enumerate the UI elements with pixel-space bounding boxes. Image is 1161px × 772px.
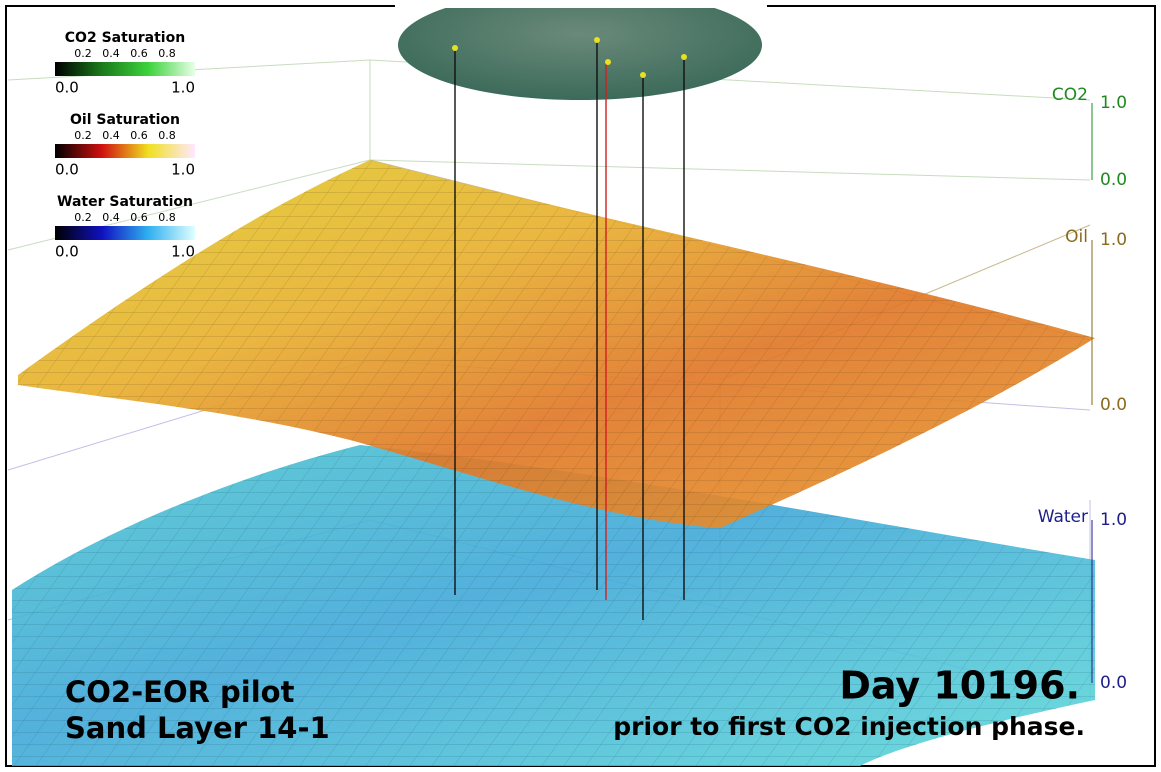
- visualization: CO2 Saturation0.20.40.60.80.01.0Oil Satu…: [0, 0, 1161, 772]
- colorbar-title: CO2 Saturation: [65, 30, 185, 46]
- colorbar-min: 0.0: [55, 243, 79, 261]
- colorbar-min: 0.0: [55, 79, 79, 97]
- caption-line1: CO2-EOR pilot: [65, 675, 295, 709]
- axis-top: 1.0: [1100, 230, 1127, 250]
- colorbar-tick-label: 0.6: [130, 47, 148, 60]
- colorbar-min: 0.0: [55, 161, 79, 179]
- colorbar-title: Oil Saturation: [70, 112, 180, 128]
- colorbar-tick-label: 0.4: [102, 47, 120, 60]
- day-label: Day 10196.: [839, 664, 1080, 708]
- axis-bottom: 0.0: [1100, 673, 1127, 693]
- axis-name: Oil: [1065, 227, 1088, 247]
- caption-line2: Sand Layer 14-1: [65, 711, 330, 745]
- colorbar-tick-label: 0.2: [74, 47, 92, 60]
- axis-bottom: 0.0: [1100, 395, 1127, 415]
- axis-top: 1.0: [1100, 510, 1127, 530]
- colorbar-tick-label: 0.6: [130, 211, 148, 224]
- colorbar-tick-label: 0.6: [130, 129, 148, 142]
- photo-clip: [395, 0, 767, 8]
- colorbar: [55, 62, 195, 76]
- colorbar-max: 1.0: [171, 161, 195, 179]
- colorbar: [55, 226, 195, 240]
- axis-top: 1.0: [1100, 93, 1127, 113]
- colorbar-tick-label: 0.4: [102, 211, 120, 224]
- axis-name: CO2: [1052, 85, 1088, 105]
- colorbar-tick-label: 0.4: [102, 129, 120, 142]
- colorbar-max: 1.0: [171, 243, 195, 261]
- colorbar-max: 1.0: [171, 79, 195, 97]
- status-note: prior to first CO2 injection phase.: [613, 712, 1085, 741]
- axis-bottom: 0.0: [1100, 170, 1127, 190]
- colorbar-tick-label: 0.2: [74, 129, 92, 142]
- colorbar-tick-label: 0.2: [74, 211, 92, 224]
- colorbar-title: Water Saturation: [57, 194, 193, 210]
- colorbar-tick-label: 0.8: [158, 47, 176, 60]
- colorbar-tick-label: 0.8: [158, 211, 176, 224]
- colorbar-tick-label: 0.8: [158, 129, 176, 142]
- axis-name: Water: [1038, 507, 1088, 527]
- colorbar: [55, 144, 195, 158]
